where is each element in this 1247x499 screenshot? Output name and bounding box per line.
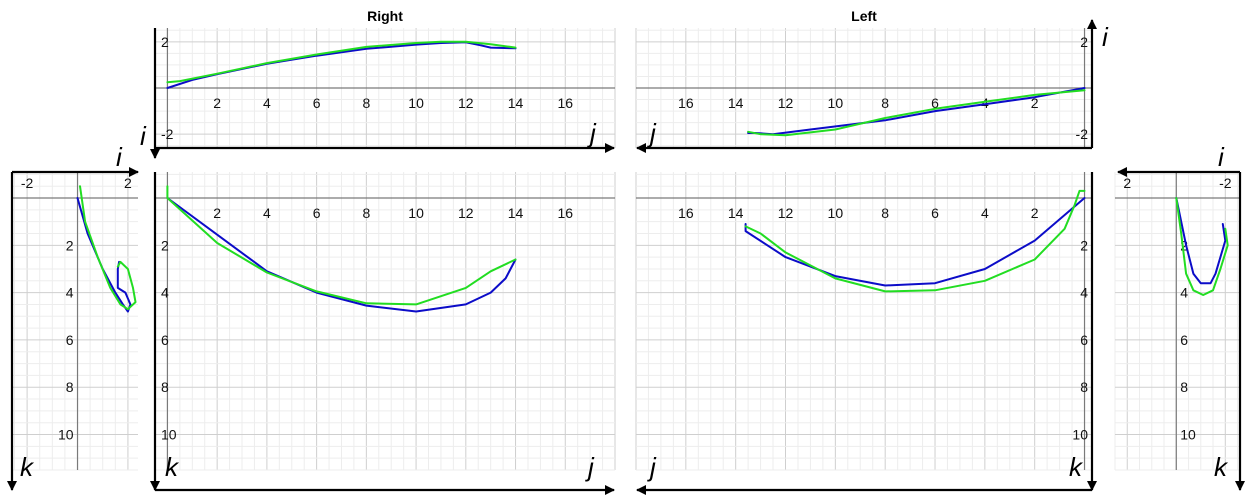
x-tick-label: 6	[313, 205, 321, 221]
axis-label-i: i	[1102, 22, 1109, 52]
x-tick-label: 4	[981, 205, 989, 221]
y-tick-label: 6	[161, 332, 169, 348]
axis-label-j: j	[647, 452, 657, 482]
x-tick-label: 16	[678, 205, 694, 221]
x-tick-label: 12	[458, 205, 474, 221]
blue-series-line	[744, 197, 1086, 287]
panel-left_side: -2 2 2 4 6 8 10	[12, 172, 138, 471]
y-tick-label: 4	[1080, 285, 1088, 301]
green-series-line	[166, 40, 517, 84]
x-tick-label: -2	[21, 175, 34, 191]
x-tick-label: -2	[1219, 175, 1232, 191]
x-tick-label: 16	[678, 95, 694, 111]
y-tick-label: 2	[1080, 237, 1088, 253]
y-tick-label: 8	[1080, 379, 1088, 395]
x-tick-label: 8	[881, 95, 889, 111]
x-tick-label: 2	[213, 95, 221, 111]
x-tick-label: 2	[1123, 175, 1131, 191]
blue-series-line	[76, 197, 132, 313]
y-tick-label: -2	[161, 126, 174, 142]
x-tick-label: 6	[931, 205, 939, 221]
y-tick-label: 2	[1180, 237, 1188, 253]
x-tick-label: 4	[263, 95, 271, 111]
y-tick-label: 2	[66, 237, 74, 253]
y-tick-label: 8	[66, 379, 74, 395]
panel-left_top: 16 14 12 10 8 6 4 2 -2 2 Left	[635, 8, 1092, 148]
y-tick-label: 8	[161, 379, 169, 395]
axis-label-j: j	[585, 452, 595, 482]
axis-label-k: k	[20, 452, 35, 482]
y-tick-label: 10	[1072, 427, 1088, 443]
x-tick-label: 10	[408, 95, 424, 111]
x-tick-label: 16	[557, 95, 573, 111]
x-tick-label: 12	[778, 95, 794, 111]
y-tick-label: 2	[1080, 34, 1088, 50]
x-tick-label: 14	[508, 95, 524, 111]
x-tick-label: 6	[931, 95, 939, 111]
x-tick-label: 10	[828, 95, 844, 111]
y-tick-label: 10	[1180, 427, 1196, 443]
x-tick-label: 2	[1031, 95, 1039, 111]
y-tick-label: 6	[1080, 332, 1088, 348]
y-tick-label: 6	[1180, 332, 1188, 348]
x-tick-label: 8	[881, 205, 889, 221]
y-tick-label: 10	[161, 427, 177, 443]
x-tick-label: 2	[1031, 205, 1039, 221]
panel-left_main: 16 14 12 10 8 6 4 2 2 4 6 8 10	[635, 172, 1092, 471]
y-tick-label: 6	[66, 332, 74, 348]
x-tick-label: 12	[778, 205, 794, 221]
panel-title: Left	[851, 8, 877, 24]
panel-right_top: 2 4 6 8 10 12 14 16 -2 2 Right	[154, 8, 616, 148]
y-tick-label: 10	[58, 427, 74, 443]
x-tick-label: 4	[981, 95, 989, 111]
y-tick-label: 8	[1180, 379, 1188, 395]
x-tick-label: 6	[313, 95, 321, 111]
x-tick-label: 10	[408, 205, 424, 221]
axis-label-i: i	[140, 121, 147, 151]
x-tick-label: 2	[213, 205, 221, 221]
panel-right_side: 2 -2 2 4 6 8 10	[1114, 172, 1240, 471]
panel-title: Right	[367, 8, 403, 24]
green-series-line	[744, 189, 1086, 293]
y-tick-label: 4	[66, 285, 74, 301]
axis-label-k: k	[165, 452, 180, 482]
x-tick-label: 8	[362, 205, 370, 221]
x-tick-label: 4	[263, 205, 271, 221]
axis-label-i: i	[1218, 142, 1225, 172]
x-tick-label: 14	[728, 95, 744, 111]
blue-series-line	[166, 197, 517, 313]
blue-series-line	[1175, 197, 1227, 285]
y-tick-label: 4	[161, 285, 169, 301]
panel-right_main: 2 4 6 8 10 12 14 16 2 4 6 8 10	[154, 172, 616, 471]
y-tick-label: 4	[1180, 285, 1188, 301]
x-tick-label: 8	[362, 95, 370, 111]
green-series-line	[1175, 197, 1229, 296]
y-tick-label: 2	[161, 34, 169, 50]
axis-label-k: k	[1214, 452, 1229, 482]
green-series-line	[79, 185, 137, 311]
green-series-line	[166, 185, 517, 306]
axis-label-i: i	[116, 142, 123, 172]
y-tick-label: -2	[1076, 126, 1089, 142]
x-tick-label: 16	[557, 205, 573, 221]
x-tick-label: 10	[828, 205, 844, 221]
x-tick-label: 2	[124, 175, 132, 191]
green-series-line	[747, 89, 1086, 137]
x-tick-label: 14	[508, 205, 524, 221]
axis-label-j: j	[647, 118, 657, 148]
x-tick-label: 12	[458, 95, 474, 111]
axis-label-k: k	[1069, 452, 1084, 482]
x-tick-label: 14	[728, 205, 744, 221]
y-tick-label: 2	[161, 237, 169, 253]
axis-label-j: j	[587, 118, 597, 148]
